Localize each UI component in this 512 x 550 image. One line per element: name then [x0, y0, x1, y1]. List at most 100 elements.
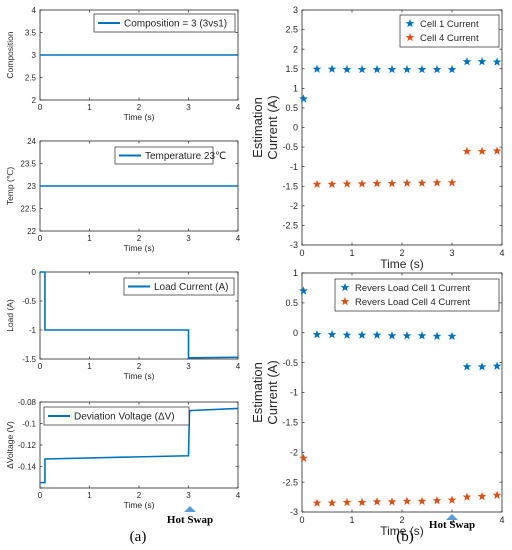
- x-tick-label: 3: [186, 491, 191, 500]
- y-axis-label: EstimationCurrent (A): [250, 95, 280, 159]
- x-tick-label: 0: [38, 103, 43, 112]
- legend: Load Current (A): [124, 278, 234, 295]
- y-axis-label: EstimationCurrent (A): [250, 360, 280, 424]
- x-tick-label: 4: [236, 362, 241, 371]
- legend-label: Revers Load Cell 4 Current: [355, 297, 470, 308]
- y-tick-label: 2.5: [25, 73, 37, 82]
- x-tick-label: 4: [236, 234, 241, 243]
- x-tick-label: 0: [38, 491, 43, 500]
- hot-swap-label: Hot Swap: [167, 514, 213, 526]
- y-axis-label-line: Estimation: [250, 362, 265, 423]
- y-tick-label: -1: [29, 326, 37, 335]
- x-tick-label: 0: [38, 362, 43, 371]
- y-tick-label: 23: [27, 182, 36, 191]
- y-tick-label: -2.5: [282, 477, 298, 487]
- y-tick-label: -1.5: [282, 418, 298, 428]
- panel-a-label: (a): [130, 529, 147, 545]
- y-tick-label: 0: [32, 268, 37, 277]
- y-axis-label-line: Current (A): [265, 95, 280, 159]
- y-tick-label: 23.5: [20, 159, 36, 168]
- y-axis-label: Load (A): [5, 299, 15, 332]
- panel-b-label: (b): [396, 529, 414, 545]
- y-tick-label: 0.5: [285, 298, 298, 308]
- legend-label: Cell 1 Current: [420, 19, 479, 30]
- x-tick-label: 4: [499, 248, 504, 258]
- y-axis-label: Composition: [5, 31, 15, 79]
- y-tick-label: -0.14: [18, 462, 37, 471]
- y-tick-label: -2.5: [282, 221, 298, 231]
- y-tick-label: 0: [293, 328, 298, 338]
- legend: Revers Load Cell 1 Current Revers Load Ce…: [335, 279, 499, 311]
- x-axis-label: Time (s): [124, 112, 155, 122]
- x-tick-label: 4: [499, 515, 504, 525]
- y-tick-label: 22: [27, 227, 36, 236]
- y-tick-label: 1: [293, 268, 298, 278]
- legend-label: Temperature 23℃: [145, 151, 226, 162]
- y-tick-label: 24: [27, 137, 36, 146]
- legend: Cell 1 Current Cell 4 Current: [400, 15, 499, 47]
- y-tick-label: -0.08: [18, 398, 37, 407]
- y-tick-label: 3.5: [25, 28, 37, 37]
- y-tick-label: -0.5: [282, 142, 298, 152]
- y-tick-label: 1.5: [285, 64, 298, 74]
- y-tick-label: 3: [32, 51, 37, 60]
- hot-swap-label: Hot Swap: [429, 519, 475, 531]
- y-tick-label: 3: [293, 5, 298, 15]
- x-tick-label: 0: [299, 515, 304, 525]
- y-tick-label: -1.5: [282, 181, 298, 191]
- legend-label: Revers Load Cell 1 Current: [355, 283, 470, 294]
- x-tick-label: 0: [299, 248, 304, 258]
- legend-label: Deviation Voltage (ΔV): [74, 412, 175, 423]
- y-tick-label: -2: [290, 447, 298, 457]
- chart-4: 0 1 2 3 4-0.14-0.12-0.1-0.08Time (s)ΔVoltage…: [5, 398, 241, 510]
- x-tick-label: 3: [186, 362, 191, 371]
- x-tick-label: 0: [38, 234, 43, 243]
- chart-3: 0 1 2 3 4 -1.5 -1 -0.5 0 Time (s) Load (A) Load Cur…: [5, 268, 241, 381]
- legend: Temperature 23℃: [115, 147, 226, 164]
- y-axis-label-line: Estimation: [250, 97, 265, 158]
- y-tick-label: -2: [290, 201, 298, 211]
- y-tick-label: 4: [32, 6, 37, 15]
- legend-label: Cell 4 Current: [420, 33, 479, 44]
- y-axis-label: Temp (℃): [5, 167, 15, 206]
- hot-swap-annotation-a: Hot Swap: [167, 506, 213, 526]
- x-axis-label: Time (s): [124, 243, 155, 253]
- hot-swap-annotation-b: Hot Swap: [429, 514, 475, 531]
- y-tick-label: -3: [290, 507, 298, 517]
- legend-label: Load Current (A): [154, 282, 228, 293]
- x-tick-label: 4: [236, 491, 241, 500]
- x-tick-label: 2: [137, 103, 142, 112]
- y-tick-label: 0.5: [285, 103, 298, 113]
- y-tick-label: 1: [293, 83, 298, 93]
- legend: Composition = 3 (3vs1): [94, 14, 235, 32]
- legend: Deviation Voltage (ΔV): [44, 407, 189, 425]
- chart-1: 0 1 2 3 4 2 2.5 3 3.5 4 Time (s) Composition Composi…: [5, 6, 241, 122]
- y-tick-label: -3: [290, 240, 298, 250]
- legend-label: Composition = 3 (3vs1): [124, 19, 227, 30]
- x-tick-label: 3: [186, 103, 191, 112]
- x-tick-label: 2: [137, 234, 142, 243]
- x-tick-label: 3: [186, 234, 191, 243]
- x-axis-label: Time (s): [380, 257, 424, 271]
- x-tick-label: 4: [236, 103, 241, 112]
- y-axis-label-line: Current (A): [265, 360, 280, 424]
- y-tick-label: -1: [290, 388, 298, 398]
- x-tick-label: 1: [349, 515, 354, 525]
- x-tick-label: 1: [87, 103, 92, 112]
- x-axis-label: Time (s): [124, 500, 155, 510]
- y-tick-label: -0.12: [18, 441, 37, 450]
- x-tick-label: 1: [87, 491, 92, 500]
- chart-5: 0 1 2 3 4-3-2.5-2-1.5-1-0.500.511.522.53Time…: [250, 5, 505, 271]
- x-tick-label: 1: [349, 248, 354, 258]
- y-tick-label: -1: [290, 162, 298, 172]
- y-tick-label: 2: [293, 44, 298, 54]
- y-tick-label: 2.5: [285, 25, 298, 35]
- x-tick-label: 2: [137, 362, 142, 371]
- y-tick-label: -0.1: [22, 419, 36, 428]
- y-axis-label: ΔVoltage (V): [5, 421, 15, 469]
- x-tick-label: 3: [449, 248, 454, 258]
- y-tick-label: 2: [32, 96, 37, 105]
